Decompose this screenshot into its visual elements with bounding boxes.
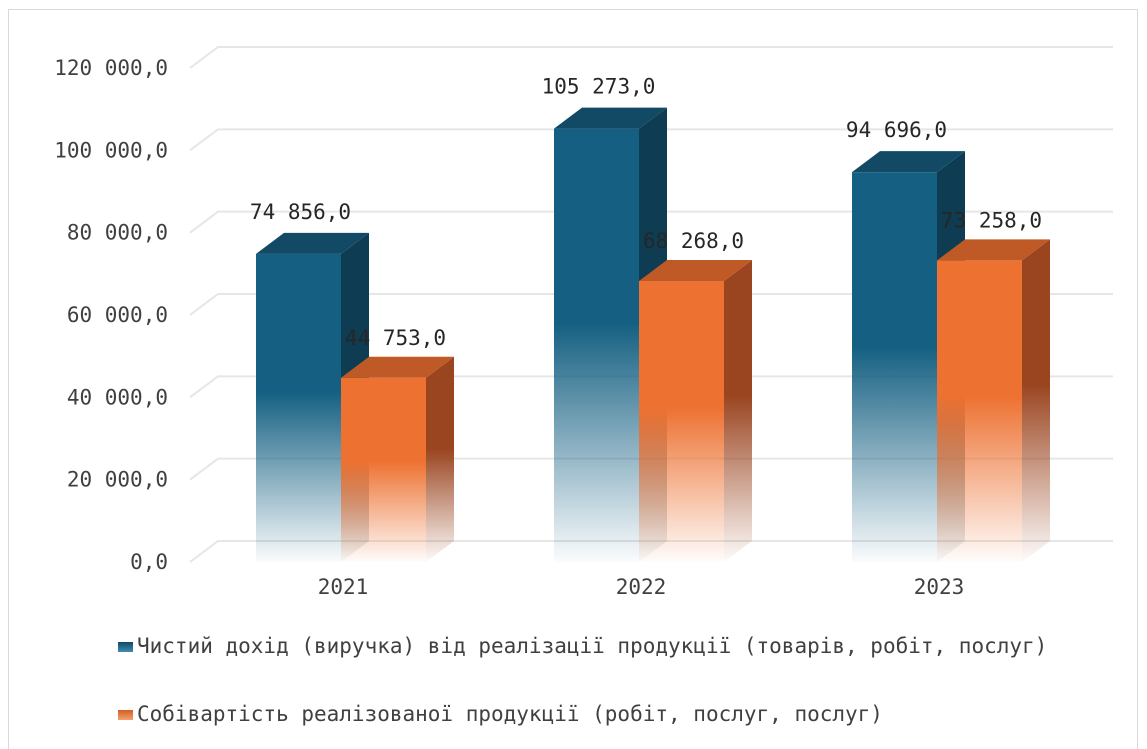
data-labels: 74 856,0 44 753,0 105 273,0 68 268,0 94 696,…: [250, 75, 1042, 350]
gridline: [189, 540, 1113, 563]
y-axis-ticks: 0,0 20 000,0 40 000,0 60 000,0 80 000,0 100 0…: [54, 56, 168, 574]
gridlines: [189, 46, 1113, 563]
y-tick-label: 20 000,0: [67, 468, 168, 492]
cost-bar: [639, 259, 752, 562]
cost-bar: [341, 356, 454, 562]
gridline: [189, 46, 1113, 69]
gridline: [189, 293, 1113, 316]
legend-item-revenue: Чистий дохід (виручка) від реалізації пр…: [118, 633, 1078, 659]
legend-swatch-revenue: [118, 642, 133, 652]
gridline: [189, 210, 1113, 234]
data-label: 105 273,0: [542, 75, 656, 99]
x-tick-label: 2021: [318, 575, 369, 599]
y-tick-label: 80 000,0: [67, 221, 168, 245]
gridline: [189, 457, 1113, 481]
y-tick-label: 120 000,0: [54, 56, 168, 80]
y-tick-label: 40 000,0: [67, 385, 168, 409]
data-label: 74 856,0: [250, 200, 351, 224]
data-label: 73 258,0: [941, 208, 1042, 232]
bars: [256, 107, 1050, 562]
data-label: 94 696,0: [846, 118, 947, 142]
gridline: [189, 128, 1113, 152]
x-axis-ticks: 2021 2022 2023: [318, 575, 965, 599]
legend-swatch-cost: [118, 710, 133, 720]
legend-label-revenue: Чистий дохід (виручка) від реалізації пр…: [137, 634, 1048, 658]
legend-item-cost: Собівартість реалізованої продукції (роб…: [118, 701, 1078, 727]
y-tick-label: 60 000,0: [67, 303, 168, 327]
data-label: 44 753,0: [345, 326, 446, 350]
data-label: 68 268,0: [643, 229, 744, 253]
y-tick-label: 0,0: [130, 550, 168, 574]
x-tick-label: 2022: [616, 575, 667, 599]
legend-label-cost: Собівартість реалізованої продукції (роб…: [137, 702, 883, 726]
x-tick-label: 2023: [914, 575, 965, 599]
gridline: [189, 375, 1113, 399]
cost-bar: [937, 239, 1050, 562]
y-tick-label: 100 000,0: [54, 138, 168, 162]
